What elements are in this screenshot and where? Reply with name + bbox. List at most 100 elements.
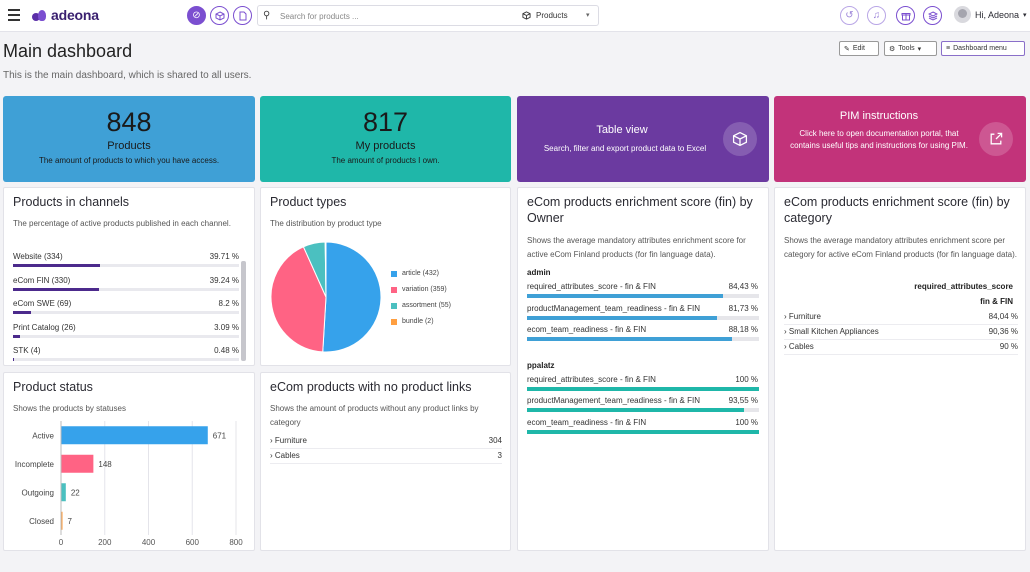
category-row[interactable]: › Furniture 84,04 % (784, 310, 1018, 325)
score-bar-fill (527, 315, 717, 320)
column-header: required_attributes_score (914, 282, 1013, 291)
my-products-count: 817 (362, 107, 409, 137)
score-bar-fill (527, 386, 759, 391)
panel-title: Product types (270, 195, 347, 209)
chevron-down-icon[interactable]: ▾ (586, 12, 590, 19)
tools-button[interactable]: ⚙ Tools ▾ (884, 41, 937, 56)
edit-button[interactable]: ✎ Edit (839, 41, 879, 56)
channel-name: Print Catalog (26) (13, 322, 76, 332)
legend-item[interactable]: bundle (2) (391, 318, 434, 325)
products-count-tile[interactable]: 848 Products The amount of products to w… (3, 96, 255, 182)
table-view-tile[interactable]: Table view Search, filter and export pro… (517, 96, 769, 182)
status-bar-active[interactable] (61, 426, 208, 445)
status-bar-incomplete[interactable] (61, 454, 94, 473)
product-types-panel: Product types The distribution by produc… (260, 187, 511, 366)
gift-icon (901, 12, 910, 20)
owner-name: admin (527, 268, 551, 277)
product-status-panel: Product status Shows the products by sta… (3, 372, 255, 551)
category-row[interactable]: › Cables 3 (270, 449, 502, 464)
score-bar-fill (527, 294, 723, 298)
tile-description: Search, filter and export product data t… (543, 144, 707, 153)
score-label: ecom_team_readiness - fin & FIN (527, 417, 647, 427)
panel-description: Shows the products by statuses (13, 404, 126, 413)
y-tick-label: Incomplete (15, 460, 55, 469)
brand-name: adeona (51, 7, 99, 23)
scrollbar[interactable] (241, 261, 246, 361)
chevron-right-icon: › (270, 451, 275, 460)
panel-title: Product status (13, 380, 93, 394)
gifts-button[interactable] (896, 6, 915, 25)
x-tick-label: 0 (59, 538, 64, 547)
document-icon (239, 11, 246, 20)
dashboard-menu-button[interactable]: ≡ Dashboard menu (941, 41, 1025, 56)
channel-row: Website (334) 39.71 % (13, 252, 239, 267)
chevron-right-icon: › (270, 436, 275, 445)
history-button[interactable]: ↺ (840, 6, 859, 25)
score-bar-track (527, 294, 759, 298)
chevron-right-icon: › (784, 342, 789, 351)
panel-title: eCom products enrichment score (fin) by … (527, 195, 753, 225)
logo[interactable]: adeona (32, 7, 99, 23)
chevron-down-icon: ▾ (1023, 11, 1027, 19)
panel-description: Shows the average mandatory attributes e… (527, 236, 746, 259)
legend-label: article (432) (402, 270, 439, 277)
score-bar-track (527, 408, 759, 412)
category-name: Cables (788, 342, 814, 351)
bar-value-label: 671 (213, 431, 227, 440)
legend-swatch (391, 302, 397, 309)
chevron-right-icon: › (784, 312, 789, 321)
top-bar: adeona ⊘ ⚲ Products ▾ ↺ ♫ Hi, Adeona ▾ (0, 0, 1030, 32)
status-bar-outgoing[interactable] (61, 483, 66, 502)
score-label: productManagement_team_readiness - fin &… (527, 396, 700, 405)
tile-description: The amount of products to which you have… (38, 156, 220, 165)
adeona-logo-icon (32, 8, 47, 23)
channel-bar-track (13, 358, 239, 361)
page-subtitle: This is the main dashboard, which is sha… (3, 70, 252, 81)
legend-item[interactable]: assortment (55) (391, 302, 451, 309)
products-in-channels-panel: Products in channels The percentage of a… (3, 187, 255, 366)
channel-percent: 39.71 % (209, 252, 239, 261)
score-label: ecom_team_readiness - fin & FIN (527, 325, 647, 334)
menu-icon[interactable] (8, 9, 20, 21)
list-icon: ≡ (946, 45, 951, 52)
status-bar-closed[interactable] (61, 511, 63, 530)
legend-item[interactable]: article (432) (391, 270, 439, 277)
explore-button[interactable]: ⊘ (187, 6, 206, 25)
box-icon (215, 10, 224, 21)
legend-swatch (391, 318, 397, 325)
category-row[interactable]: › Furniture 304 (270, 434, 502, 449)
channel-bar-track (13, 311, 239, 314)
category-row[interactable]: › Cables 90 % (784, 340, 1018, 355)
tile-label: Products (107, 140, 151, 152)
pie-slice-0[interactable] (322, 241, 382, 353)
category-name: Cables (274, 451, 300, 460)
score-percent: 88,18 % (728, 325, 758, 334)
x-tick-label: 600 (186, 538, 200, 547)
search-scope-select[interactable]: Products (536, 11, 568, 20)
legend-item[interactable]: variation (359) (391, 286, 447, 293)
channel-bar-fill (13, 287, 100, 291)
category-value: 3 (497, 451, 502, 460)
product-status-bar-chart: 0 200 400 600 800 Active 671 Incomplete 148 Outgo… (15, 421, 243, 547)
products-button[interactable] (210, 6, 229, 25)
category-score-panel: eCom products enrichment score (fin) by … (774, 187, 1026, 551)
category-value: 84,04 % (988, 312, 1018, 321)
pie-slice-3[interactable] (324, 241, 327, 298)
external-link-icon (979, 122, 1013, 156)
layers-button[interactable] (923, 6, 942, 25)
my-products-tile[interactable]: 817 My products The amount of products I… (260, 96, 511, 182)
pim-instructions-tile[interactable]: PIM instructions Click here to open docu… (774, 96, 1026, 182)
search-icon: ⚲ (263, 10, 271, 21)
documents-button[interactable] (233, 6, 252, 25)
score-percent: 100 % (735, 374, 758, 384)
panel-description: Shows the amount of products without any… (270, 404, 479, 427)
category-row[interactable]: › Small Kitchen Appliances 90,36 % (784, 325, 1018, 340)
owner-name: ppalatz (527, 360, 555, 370)
score-bar-track (527, 337, 759, 341)
search-input[interactable] (280, 9, 510, 23)
pie-slice-1[interactable] (270, 246, 327, 353)
x-tick-label: 800 (229, 538, 243, 547)
notifications-button[interactable]: ♫ (867, 6, 886, 25)
user-menu[interactable]: Hi, Adeona ▾ (954, 6, 1027, 23)
channel-percent: 3.09 % (214, 322, 239, 332)
